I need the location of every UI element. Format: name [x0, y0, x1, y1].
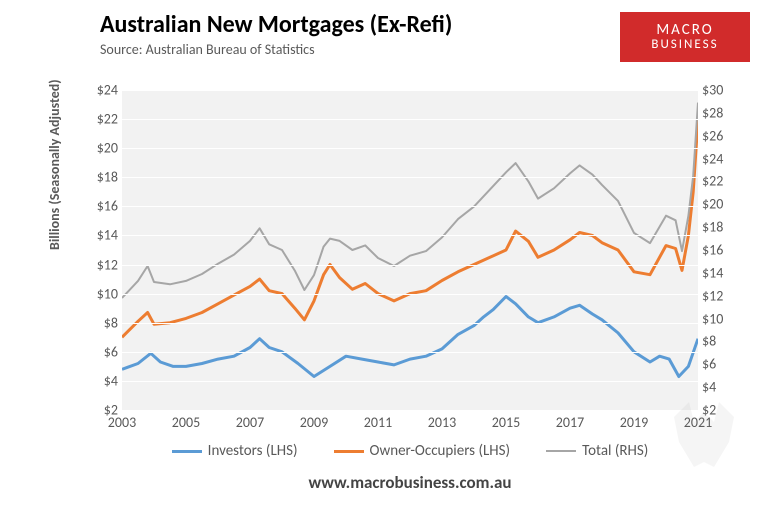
- x-tick: 2007: [236, 414, 264, 431]
- x-tick: 2013: [428, 414, 456, 431]
- y-left-tick: $20: [82, 140, 118, 157]
- y-left-tick: $24: [82, 82, 118, 99]
- y-right-tick: $30: [702, 82, 738, 99]
- x-tick: 2009: [300, 414, 328, 431]
- logo-line2: BUSINESS: [651, 38, 718, 52]
- legend-item: Total (RHS): [546, 442, 648, 460]
- y-left-tick: $10: [82, 285, 118, 302]
- y-right-tick: $24: [702, 150, 738, 167]
- y-right-labels: $2$4$6$8$10$12$14$16$18$20$22$24$26$28$3…: [702, 90, 738, 410]
- y-right-tick: $20: [702, 196, 738, 213]
- wolf-watermark-icon: [654, 387, 754, 487]
- legend-line-icon: [172, 450, 202, 453]
- y-left-tick: $8: [82, 314, 118, 331]
- x-tick: 2005: [172, 414, 200, 431]
- y-left-axis-title: Billions (Seasonally Adjusted): [46, 79, 63, 250]
- y-right-tick: $6: [702, 356, 738, 373]
- chart-svg: [122, 90, 698, 410]
- series-line: [122, 119, 698, 337]
- legend-item: Owner-Occupiers (LHS): [334, 442, 511, 460]
- plot-area: [122, 90, 698, 410]
- legend-label: Total (RHS): [582, 442, 648, 460]
- x-tick: 2015: [492, 414, 520, 431]
- y-right-tick: $14: [702, 264, 738, 281]
- legend-line-icon: [546, 450, 576, 452]
- y-right-tick: $8: [702, 333, 738, 350]
- brand-logo: MACRO BUSINESS: [620, 12, 750, 62]
- x-tick: 2003: [108, 414, 136, 431]
- y-right-tick: $18: [702, 219, 738, 236]
- y-right-tick: $10: [702, 310, 738, 327]
- y-left-tick: $18: [82, 169, 118, 186]
- x-tick: 2011: [364, 414, 392, 431]
- legend-line-icon: [334, 450, 364, 453]
- x-tick: 2019: [620, 414, 648, 431]
- y-left-tick: $22: [82, 111, 118, 128]
- source-url: www.macrobusiness.com.au: [30, 472, 762, 493]
- y-left-tick: $16: [82, 198, 118, 215]
- y-right-tick: $28: [702, 104, 738, 121]
- y-left-tick: $12: [82, 256, 118, 273]
- y-left-labels: $2$4$6$8$10$12$14$16$18$20$22$24: [82, 90, 118, 410]
- y-right-tick: $16: [702, 242, 738, 259]
- legend-label: Owner-Occupiers (LHS): [370, 442, 511, 460]
- y-right-tick: $26: [702, 127, 738, 144]
- legend: Investors (LHS) Owner-Occupiers (LHS) Tota…: [122, 442, 698, 460]
- y-left-tick: $4: [82, 372, 118, 389]
- series-line: [122, 103, 698, 298]
- y-right-tick: $22: [702, 173, 738, 190]
- legend-label: Investors (LHS): [208, 442, 298, 460]
- x-tick: 2017: [556, 414, 584, 431]
- logo-line1: MACRO: [656, 22, 713, 39]
- legend-item: Investors (LHS): [172, 442, 298, 460]
- y-left-tick: $14: [82, 227, 118, 244]
- x-labels: 2003200520072009201120132015201720192021: [122, 414, 698, 434]
- y-right-tick: $12: [702, 287, 738, 304]
- y-left-tick: $6: [82, 343, 118, 360]
- chart-container: Australian New Mortgages (Ex-Refi) Sourc…: [30, 10, 740, 490]
